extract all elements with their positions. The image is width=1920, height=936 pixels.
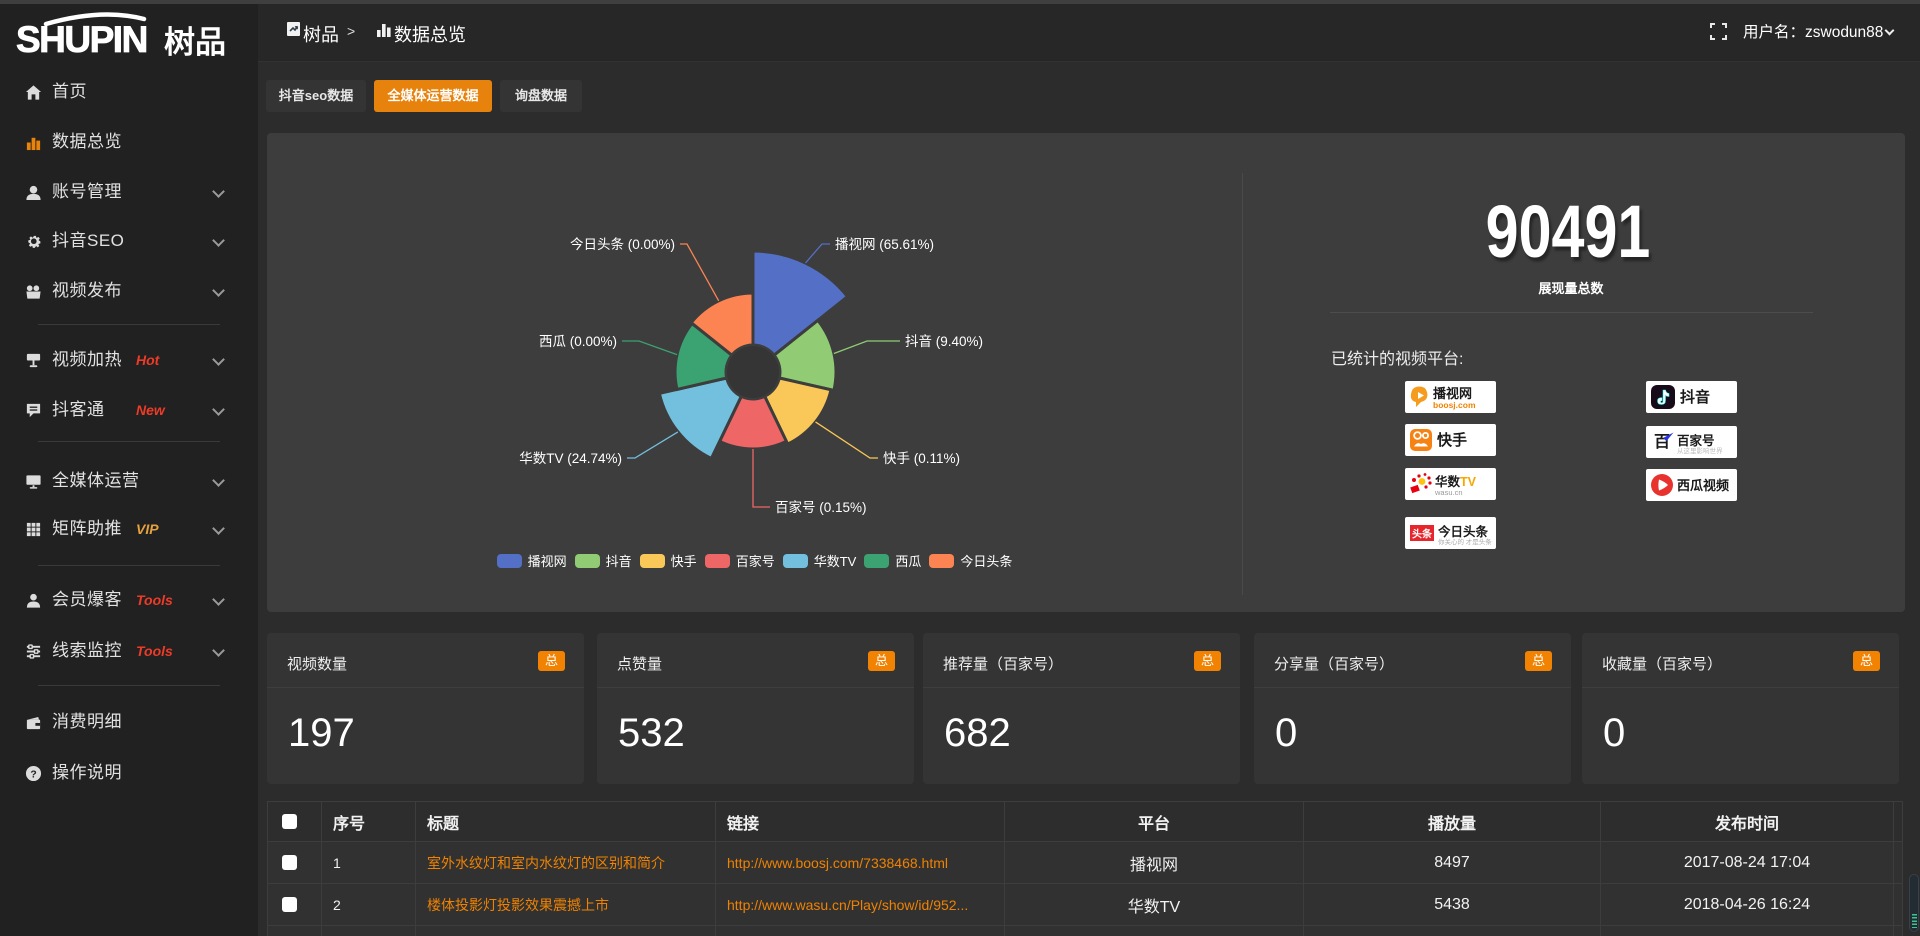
svg-text:今日头条 (0.00%): 今日头条 (0.00%)	[570, 236, 675, 252]
svg-text:快手: 快手	[1437, 431, 1467, 449]
svg-text:西瓜 (0.00%): 西瓜 (0.00%)	[539, 334, 617, 349]
svg-text:西瓜视频: 西瓜视频	[1677, 478, 1729, 493]
svg-text:百家号 (0.15%): 百家号 (0.15%)	[775, 499, 867, 515]
svg-text:boosj.com: boosj.com	[1433, 400, 1476, 410]
svg-text:华数TV: 华数TV	[1435, 474, 1477, 489]
svg-text:播视网 (65.61%): 播视网 (65.61%)	[835, 237, 934, 252]
svg-text:你关心的 才是头条: 你关心的 才是头条	[1438, 537, 1492, 546]
svg-text:百家号: 百家号	[1677, 433, 1715, 448]
svg-text:华数TV (24.74%): 华数TV (24.74%)	[519, 451, 622, 466]
svg-text:今日头条: 今日头条	[1437, 524, 1489, 539]
svg-text:抖音 (9.40%): 抖音 (9.40%)	[905, 333, 983, 349]
svg-text:SHUPIN: SHUPIN	[16, 19, 147, 59]
svg-text:wasu.cn: wasu.cn	[1434, 488, 1463, 497]
svg-text:头条: 头条	[1412, 528, 1433, 541]
svg-text:从这里影响世界: 从这里影响世界	[1677, 446, 1723, 455]
svg-text:树品: 树品	[164, 25, 226, 59]
svg-text:快手 (0.11%): 快手 (0.11%)	[883, 451, 960, 466]
svg-text:抖音: 抖音	[1680, 388, 1710, 406]
svg-text:播视网: 播视网	[1433, 386, 1472, 401]
svg-text:?: ?	[30, 769, 36, 780]
